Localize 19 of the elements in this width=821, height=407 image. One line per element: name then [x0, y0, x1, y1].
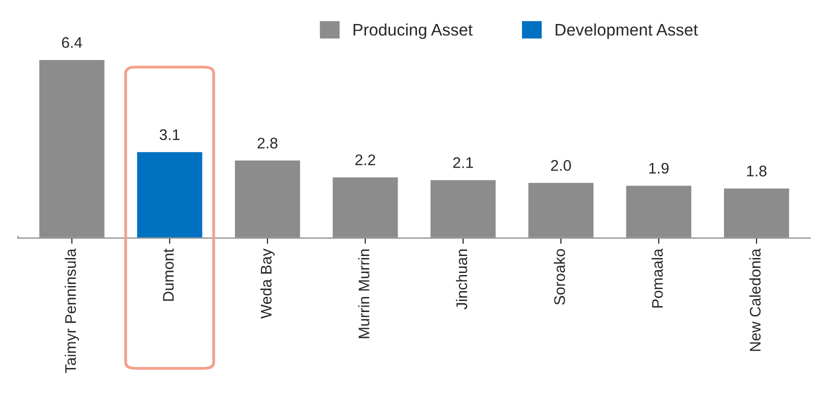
- legend-label: Development Asset: [556, 23, 698, 39]
- data-label: 2.1: [453, 157, 473, 168]
- x-tick-label: Dumont: [163, 248, 174, 301]
- data-label: 1.9: [649, 162, 669, 174]
- data-label: 2.0: [551, 160, 571, 171]
- x-tick-label: New Caledonia: [749, 248, 761, 351]
- x-tick-label: Pomaala: [652, 248, 663, 308]
- x-tick-label: Jinchuan: [456, 250, 468, 310]
- x-tick-label: Murrin Murrin: [358, 249, 370, 338]
- data-label: 6.4: [62, 37, 82, 48]
- x-tick-label: Taimyr Penninsula: [64, 248, 79, 373]
- x-tick-label: Weda Bay: [260, 248, 275, 319]
- x-tick-label: Soroako: [554, 249, 566, 305]
- data-label: 2.8: [258, 138, 278, 149]
- data-label: 3.1: [160, 129, 180, 140]
- data-label: 2.2: [355, 154, 376, 166]
- bar: [136, 150, 204, 238]
- legend-label: Producing Asset: [354, 23, 473, 39]
- data-label: 1.8: [747, 166, 766, 176]
